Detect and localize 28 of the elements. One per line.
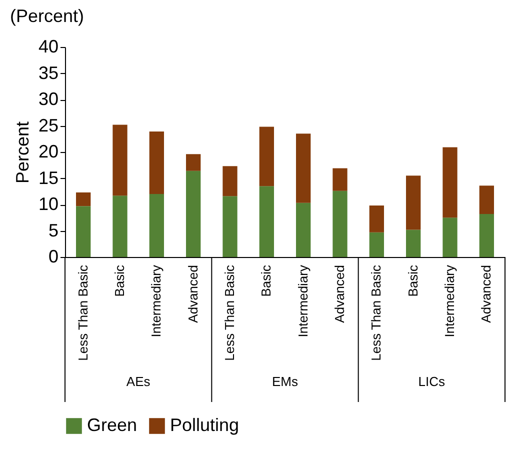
y-tick-label: 35	[38, 62, 58, 83]
x-tick-label: Less Than Basic	[368, 264, 384, 361]
y-tick-label: 30	[38, 89, 58, 109]
y-tick-label: 0	[48, 246, 58, 266]
x-tick-label: Intermediary	[295, 264, 310, 338]
legend-label: Polluting	[170, 415, 240, 435]
legend-label: Green	[87, 415, 138, 435]
x-tick-label: Intermediary	[442, 264, 457, 338]
x-tick-label: Basic	[258, 264, 274, 297]
y-axis-title: Percent	[12, 121, 32, 184]
y-tick-label: 10	[38, 194, 58, 214]
text: EMs	[272, 374, 298, 389]
x-tick-label: Basic	[405, 264, 420, 297]
x-tick-label: Less Than Basic	[75, 264, 90, 361]
y-tick-label: 15	[38, 168, 58, 188]
y-tick-label: 5	[48, 220, 58, 240]
text: AEs	[126, 374, 151, 389]
y-tick-label: 20	[38, 142, 58, 162]
x-tick-label: Basic	[112, 264, 127, 297]
x-tick-label: Advanced	[478, 265, 494, 323]
x-tick-label: Intermediary	[148, 264, 164, 338]
y-tick-label: 25	[38, 115, 58, 136]
y-tick-label: 40	[38, 36, 58, 56]
text: LICs	[418, 374, 446, 389]
x-tick-label: Less Than Basic	[222, 264, 237, 361]
x-tick-label: Advanced	[332, 265, 347, 323]
chart-title: (Percent)	[10, 6, 84, 26]
x-tick-label: Advanced	[185, 265, 200, 323]
